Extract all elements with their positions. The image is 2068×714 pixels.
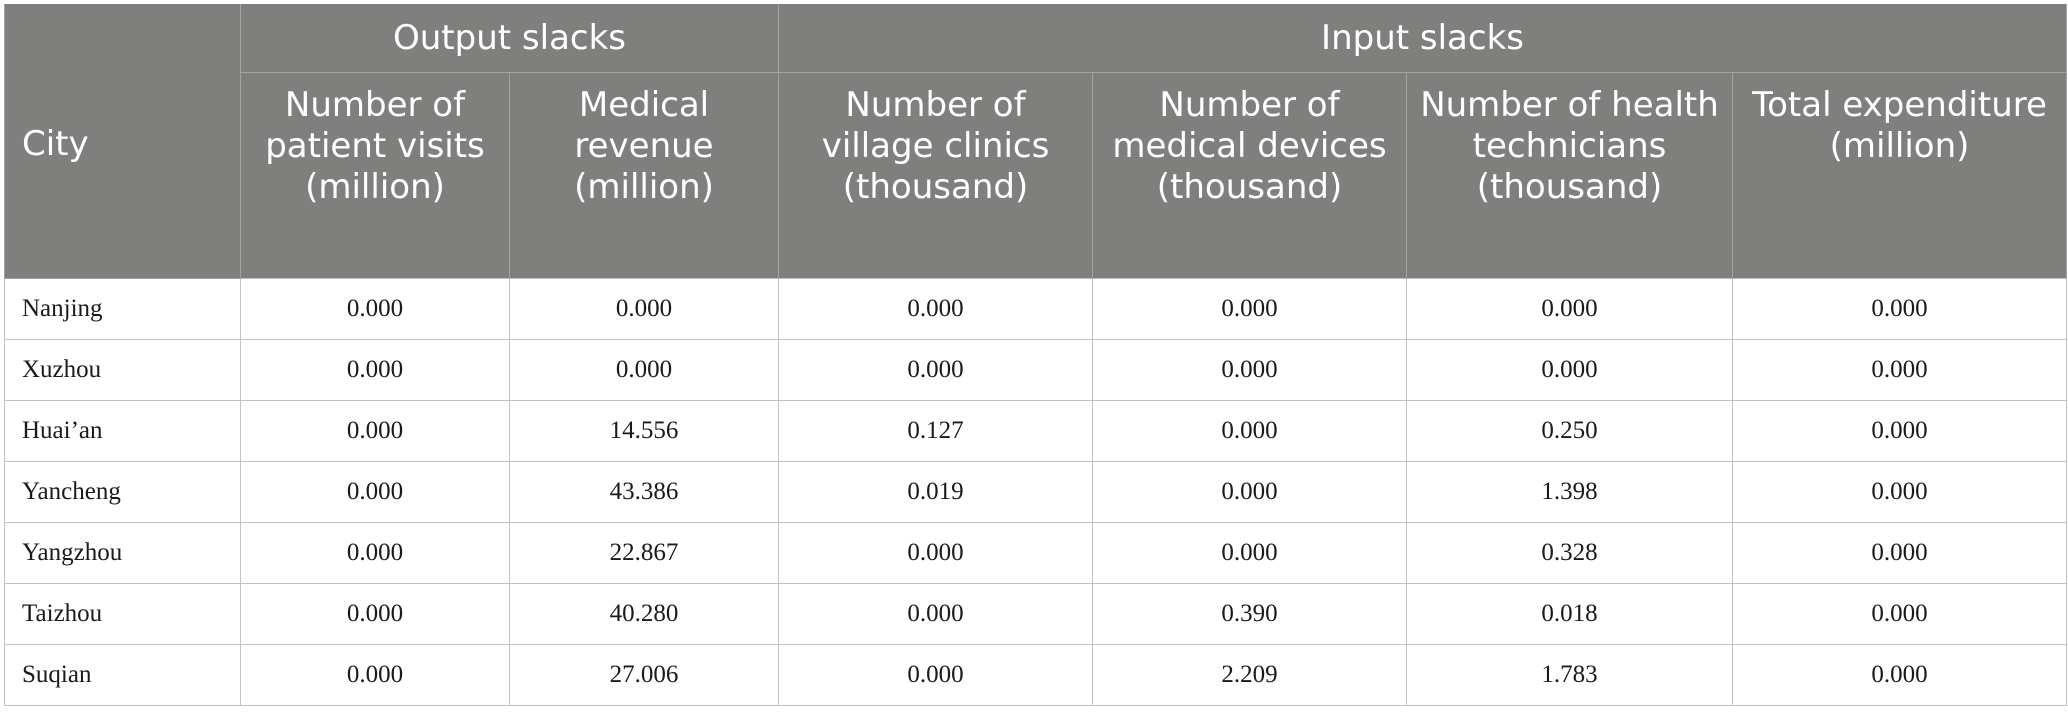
value-cell: 0.000	[240, 522, 510, 584]
value-cell: 0.000	[1092, 339, 1408, 401]
value-cell: 0.127	[778, 400, 1094, 462]
value-cell: 0.018	[1406, 583, 1734, 645]
header-medical-devices: Number of medical devices (thousand)	[1092, 72, 1408, 279]
value-cell: 0.000	[1406, 339, 1734, 401]
table-row: Suqian 0.000 27.006 0.000 2.209 1.783 0.…	[4, 644, 2068, 706]
table-row: Taizhou 0.000 40.280 0.000 0.390 0.018 0…	[4, 583, 2068, 645]
value-cell: 0.000	[778, 278, 1094, 340]
header-city: City	[4, 4, 241, 279]
value-cell: 0.000	[1406, 278, 1734, 340]
city-cell: Yancheng	[4, 461, 241, 523]
value-cell: 0.000	[508, 278, 780, 340]
value-cell: 1.783	[1406, 644, 1734, 706]
header-patient-visits: Number of patient visits (million)	[240, 72, 510, 279]
value-cell: 0.390	[1092, 583, 1408, 645]
value-cell: 0.000	[508, 339, 780, 401]
value-cell: 0.000	[1092, 278, 1408, 340]
value-cell: 0.000	[1732, 583, 2068, 645]
value-cell: 1.398	[1406, 461, 1734, 523]
value-cell: 0.000	[778, 522, 1094, 584]
city-cell: Taizhou	[4, 583, 241, 645]
header-group-output-slacks: Output slacks	[239, 4, 780, 73]
value-cell: 0.000	[1092, 461, 1408, 523]
value-cell: 0.019	[778, 461, 1094, 523]
value-cell: 0.000	[1092, 400, 1408, 462]
slacks-table-container: City Output slacks Input slacks Number o…	[4, 4, 2068, 706]
value-cell: 0.000	[778, 583, 1094, 645]
value-cell: 0.000	[240, 461, 510, 523]
value-cell: 0.000	[1732, 522, 2068, 584]
city-cell: Huai’an	[4, 400, 241, 462]
city-cell: Xuzhou	[4, 339, 241, 401]
city-cell: Suqian	[4, 644, 241, 706]
table-row: Yancheng 0.000 43.386 0.019 0.000 1.398 …	[4, 461, 2068, 523]
header-total-expenditure: Total expenditure (million)	[1732, 72, 2068, 279]
value-cell: 0.000	[240, 400, 510, 462]
value-cell: 0.000	[240, 644, 510, 706]
header-village-clinics: Number of village clinics (thousand)	[778, 72, 1094, 279]
slacks-table: City Output slacks Input slacks Number o…	[4, 4, 2068, 706]
value-cell: 0.000	[240, 278, 510, 340]
value-cell: 2.209	[1092, 644, 1408, 706]
table-row: Xuzhou 0.000 0.000 0.000 0.000 0.000 0.0…	[4, 339, 2068, 401]
city-cell: Nanjing	[4, 278, 241, 340]
value-cell: 0.000	[240, 339, 510, 401]
value-cell: 0.000	[1092, 522, 1408, 584]
value-cell: 0.000	[778, 644, 1094, 706]
value-cell: 27.006	[508, 644, 780, 706]
value-cell: 0.000	[1732, 278, 2068, 340]
value-cell: 0.000	[240, 583, 510, 645]
header-medical-revenue: Medical revenue (million)	[508, 72, 780, 279]
header-health-technicians: Number of health technicians (thousand)	[1406, 72, 1734, 279]
value-cell: 0.250	[1406, 400, 1734, 462]
header-group-input-slacks: Input slacks	[778, 4, 2068, 73]
value-cell: 40.280	[508, 583, 780, 645]
value-cell: 0.000	[1732, 339, 2068, 401]
value-cell: 22.867	[508, 522, 780, 584]
table-row: Nanjing 0.000 0.000 0.000 0.000 0.000 0.…	[4, 278, 2068, 340]
value-cell: 14.556	[508, 400, 780, 462]
table-row: Huai’an 0.000 14.556 0.127 0.000 0.250 0…	[4, 400, 2068, 462]
city-cell: Yangzhou	[4, 522, 241, 584]
value-cell: 0.000	[1732, 461, 2068, 523]
table-row: Yangzhou 0.000 22.867 0.000 0.000 0.328 …	[4, 522, 2068, 584]
value-cell: 0.000	[1732, 644, 2068, 706]
value-cell: 0.000	[1732, 400, 2068, 462]
value-cell: 43.386	[508, 461, 780, 523]
value-cell: 0.000	[778, 339, 1094, 401]
value-cell: 0.328	[1406, 522, 1734, 584]
